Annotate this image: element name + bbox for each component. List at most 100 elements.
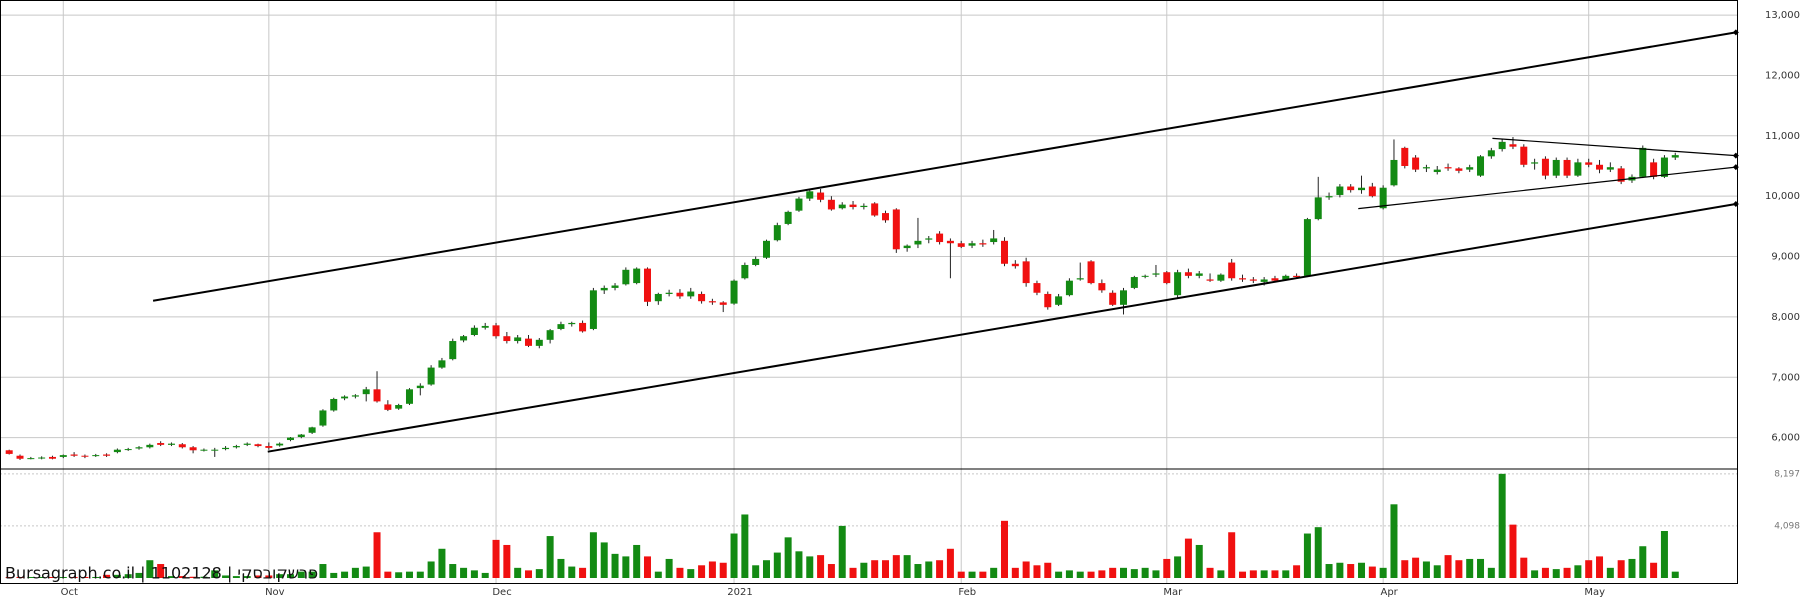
volume-bar [1401, 560, 1409, 578]
volume-bar [1249, 570, 1257, 578]
candle-body [946, 240, 954, 244]
candle-body [579, 322, 587, 332]
candle-body [611, 285, 619, 288]
volume-bar [1260, 570, 1268, 578]
volume-bar [362, 566, 370, 578]
candle-body [1260, 279, 1268, 282]
candle-body [514, 337, 522, 342]
volume-bar [784, 537, 792, 578]
candle-body [1282, 275, 1290, 280]
candle-body [243, 443, 251, 445]
volume-bar [167, 576, 175, 578]
candle-body [1422, 167, 1430, 169]
volume-bar [698, 565, 706, 578]
volume-bar [16, 576, 24, 578]
volume-bar [189, 576, 197, 578]
candle-body [1239, 278, 1247, 280]
volume-bar [81, 576, 89, 578]
volume-bar [503, 544, 511, 578]
volume-bar [319, 564, 327, 578]
candle-body [633, 268, 641, 284]
volume-bar [827, 564, 835, 578]
x-tick-label: Feb [958, 587, 976, 598]
candle-body [1574, 162, 1582, 176]
volume-bar [773, 552, 781, 578]
candle-body [806, 191, 814, 199]
volume-bar [1379, 567, 1387, 578]
volume-bar [741, 514, 749, 578]
volume-bar [871, 560, 879, 578]
candle-body [1444, 167, 1452, 169]
candle-body [1336, 186, 1344, 195]
volume-bar [1455, 560, 1463, 578]
volume-bar [1174, 556, 1182, 578]
volume-bar [795, 551, 803, 578]
volume-bar [1412, 557, 1420, 578]
candle-body [1596, 164, 1604, 170]
candle-body [124, 449, 132, 451]
volume-bar [1293, 565, 1301, 578]
volume-bar [1487, 567, 1495, 578]
y-tick-label: 12,000 [1765, 70, 1800, 81]
volume-bar [1650, 562, 1658, 578]
volume-bar [308, 571, 316, 578]
candle-body [59, 455, 67, 457]
candle-body [665, 292, 673, 294]
trendline [152, 31, 1737, 302]
candle-body [92, 455, 100, 457]
volume-bar [341, 571, 349, 578]
volume-bar [1466, 558, 1474, 578]
candle-body [503, 336, 511, 342]
volume-bar [1195, 544, 1203, 578]
candle-body [557, 324, 565, 329]
volume-bar [481, 572, 489, 578]
candle-body [481, 325, 489, 328]
volume-bar [276, 574, 284, 578]
volume-bar [1563, 567, 1571, 578]
candle-body [762, 240, 770, 258]
volume-bar [1531, 570, 1539, 578]
candle-body [719, 302, 727, 305]
candle-body [1368, 186, 1376, 197]
candle-body [1303, 219, 1311, 276]
volume-bar [665, 558, 673, 578]
volume-bar [211, 570, 219, 578]
candle-body [871, 203, 879, 216]
volume-bar [222, 575, 230, 578]
volume-bar [1541, 567, 1549, 578]
candle-body [427, 367, 435, 385]
candle-body [535, 339, 543, 346]
volume-bar [1163, 558, 1171, 578]
volume-bar [1303, 533, 1311, 578]
volume-bar [103, 574, 111, 578]
candle-body [1520, 146, 1528, 165]
x-tick-label: Oct [61, 587, 78, 598]
candle-body [1044, 293, 1052, 308]
volume-bar [892, 555, 900, 578]
candle-body [330, 398, 338, 411]
volume-bar [1585, 560, 1593, 578]
candle-body [157, 443, 165, 445]
volume-bar [1184, 538, 1192, 578]
candle-body [1141, 275, 1149, 277]
volume-bar [979, 571, 987, 578]
candle-body [1477, 156, 1485, 176]
candle-body [687, 291, 695, 297]
candle-body [892, 209, 900, 250]
candle-body [1401, 147, 1409, 166]
volume-bar [1433, 565, 1441, 578]
volume-bar [936, 560, 944, 578]
volume-bar [70, 576, 78, 578]
volume-bar [146, 560, 154, 578]
volume-bar [1325, 564, 1333, 578]
volume-bar [806, 556, 814, 578]
volume-bar [535, 569, 543, 578]
volume-bar [1022, 561, 1030, 578]
volume-bar [817, 555, 825, 578]
candle-body [232, 446, 240, 448]
candle-body [838, 204, 846, 209]
candle-body [676, 292, 684, 297]
volume-bar [1660, 530, 1668, 578]
candle-body [460, 336, 468, 341]
x-tick-label: Mar [1163, 587, 1183, 598]
